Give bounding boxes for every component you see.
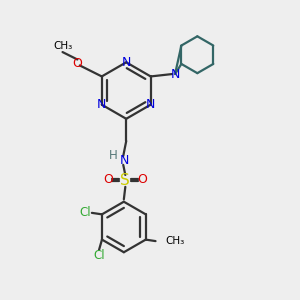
- Text: Cl: Cl: [93, 250, 105, 262]
- Text: O: O: [73, 57, 82, 70]
- Text: N: N: [122, 56, 131, 69]
- Text: S: S: [121, 173, 130, 188]
- Text: Cl: Cl: [79, 206, 91, 219]
- Text: H: H: [109, 149, 118, 162]
- Text: N: N: [97, 98, 106, 111]
- Text: O: O: [103, 173, 113, 186]
- Text: N: N: [119, 154, 129, 167]
- Text: CH₃: CH₃: [53, 41, 73, 51]
- Text: N: N: [170, 68, 180, 81]
- Text: CH₃: CH₃: [166, 236, 185, 246]
- Text: N: N: [146, 98, 155, 111]
- Text: O: O: [138, 173, 148, 186]
